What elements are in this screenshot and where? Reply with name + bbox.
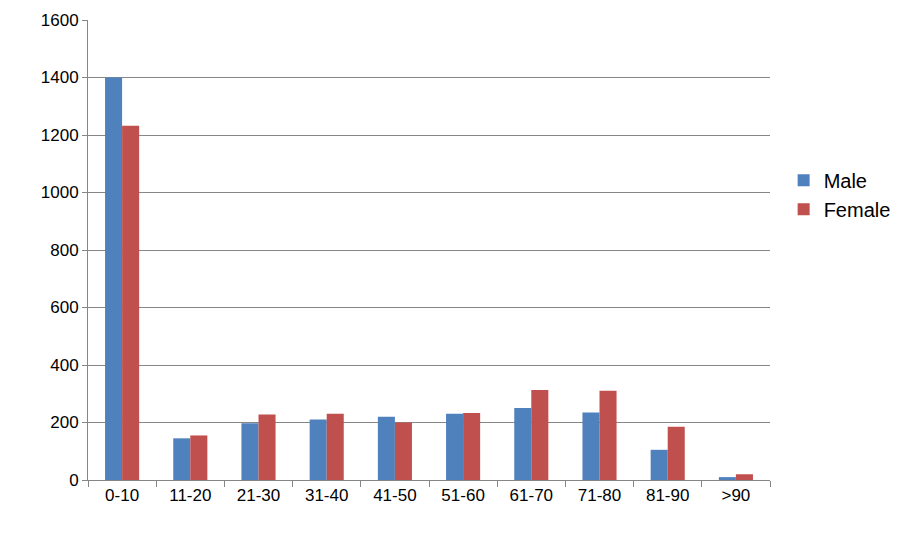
svg-text:>90: >90	[721, 486, 750, 505]
svg-text:21-30: 21-30	[237, 486, 280, 505]
svg-text:31-40: 31-40	[305, 486, 348, 505]
svg-text:1400: 1400	[41, 68, 79, 87]
svg-text:1200: 1200	[41, 126, 79, 145]
svg-text:600: 600	[50, 298, 78, 317]
svg-text:Male: Male	[824, 170, 867, 192]
svg-text:0-10: 0-10	[105, 486, 139, 505]
svg-text:61-70: 61-70	[510, 486, 553, 505]
svg-text:51-60: 51-60	[441, 486, 484, 505]
svg-text:11-20: 11-20	[169, 486, 211, 505]
svg-text:0: 0	[69, 471, 78, 490]
svg-text:1000: 1000	[41, 183, 79, 202]
svg-text:81-90: 81-90	[646, 486, 689, 505]
svg-text:200: 200	[50, 413, 78, 432]
svg-text:400: 400	[50, 356, 78, 375]
svg-text:41-50: 41-50	[373, 486, 416, 505]
svg-text:1600: 1600	[41, 11, 79, 30]
svg-text:71-80: 71-80	[578, 486, 621, 505]
svg-text:Female: Female	[824, 199, 891, 221]
svg-text:800: 800	[50, 241, 78, 260]
